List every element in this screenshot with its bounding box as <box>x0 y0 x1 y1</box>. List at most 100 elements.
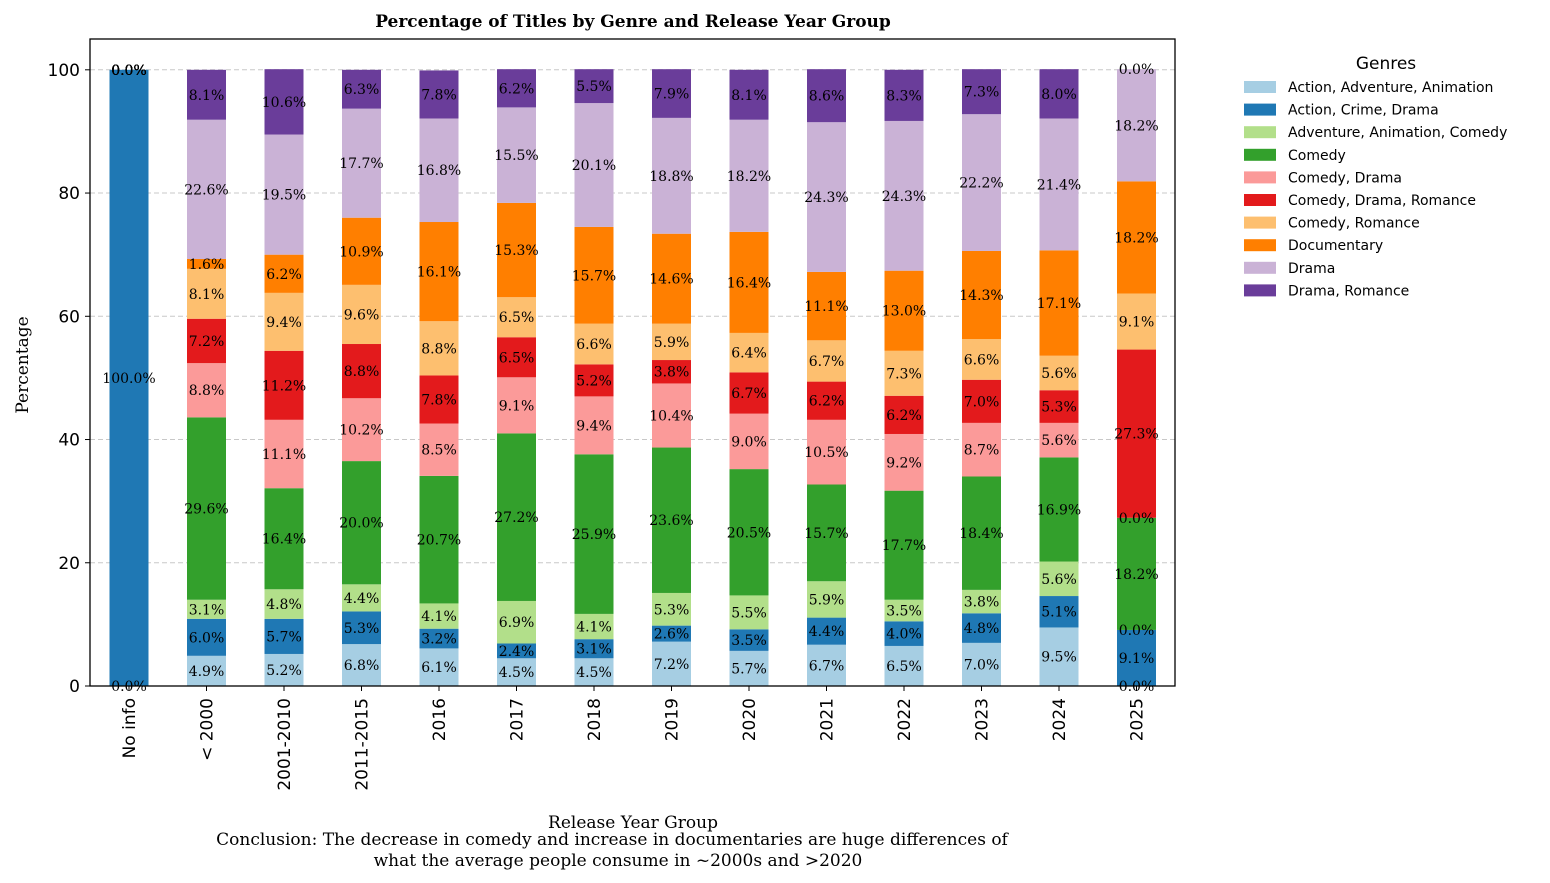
bar-value-label: 3.1% <box>576 642 612 658</box>
bar-segment <box>884 120 924 271</box>
bar-value-label: 4.1% <box>576 620 612 636</box>
bar-value-label: 16.4% <box>262 532 306 548</box>
bar-value-label: 8.1% <box>731 88 767 104</box>
bar-value-label: 4.5% <box>499 665 535 681</box>
bar-value-label: 13.0% <box>882 304 926 320</box>
bar-value-label: 0.0% <box>111 63 147 79</box>
bar-value-label: 6.5% <box>886 659 922 675</box>
bar-segment <box>342 644 381 686</box>
bar-segment <box>962 339 1001 380</box>
bar-value-label: 6.3% <box>344 82 380 98</box>
bar-value-label: 27.3% <box>1114 427 1158 443</box>
bar-segment <box>342 461 381 585</box>
chart-title: Percentage of Titles by Genre and Releas… <box>375 12 891 32</box>
bar-value-label: 9.1% <box>499 398 535 414</box>
bar-value-label: 6.2% <box>266 267 302 283</box>
bar-value-label: 20.7% <box>417 533 461 549</box>
bar-segment <box>419 603 459 629</box>
bar-segment <box>264 134 304 255</box>
bar-value-label: 18.4% <box>959 526 1003 542</box>
bar-segment <box>729 469 769 596</box>
bar-value-label: 10.4% <box>649 408 693 424</box>
bar-segment <box>497 433 536 601</box>
legend-title: Genres <box>1356 54 1416 74</box>
bar-segment <box>807 271 846 341</box>
bar-segment <box>884 490 924 600</box>
bar-value-label: 20.0% <box>339 516 383 532</box>
bar-value-label: 0.0% <box>1119 623 1155 639</box>
bar-value-label: 20.5% <box>727 525 771 541</box>
x-axis-label: Release Year Group <box>548 813 718 833</box>
bar-value-label: 4.8% <box>964 621 1000 637</box>
bar-value-label: 5.5% <box>731 605 767 621</box>
bar-value-label: 9.1% <box>1119 651 1155 667</box>
bar-segment <box>342 108 381 218</box>
legend-entry: Comedy, Drama <box>1288 170 1402 186</box>
legend-swatch <box>1244 126 1276 139</box>
bar-segment <box>419 375 459 424</box>
bar-value-label: 6.5% <box>499 350 535 366</box>
bar-value-label: 11.2% <box>262 378 306 394</box>
bar-segment <box>1117 629 1156 686</box>
bar-segment <box>962 114 1001 251</box>
bar-value-label: 21.4% <box>1037 177 1081 193</box>
bar-segment <box>574 658 614 686</box>
bar-value-label: 10.2% <box>339 423 383 439</box>
bar-segment <box>497 297 536 338</box>
x-tick-label: 2017 <box>508 698 528 741</box>
bar-segment <box>652 641 691 686</box>
bar-value-label: 5.3% <box>344 621 380 637</box>
bar-segment <box>342 398 381 462</box>
bar-value-label: 7.8% <box>421 87 457 103</box>
bar-segment <box>729 650 769 686</box>
bar-value-label: 8.8% <box>189 383 225 399</box>
bar-segment <box>1117 181 1156 294</box>
bar-segment <box>884 270 924 351</box>
bar-labels: 0.0%100.0%0.0%0.0%0.0%0.0%0.0%0.0%0.0%0.… <box>102 62 1158 695</box>
bar-value-label: 6.8% <box>344 658 380 674</box>
bar-value-label: 5.3% <box>654 602 690 618</box>
bar-segment <box>574 396 614 455</box>
bar-value-label: 20.1% <box>572 158 616 174</box>
bar-segment <box>962 476 1001 590</box>
legend-entry: Drama <box>1288 261 1335 277</box>
x-tick-label: 2001-2010 <box>275 698 295 791</box>
bar-segment <box>497 658 536 686</box>
legend-swatch <box>1244 103 1276 116</box>
bar-segment <box>497 377 536 434</box>
bar-segment <box>1039 69 1079 119</box>
bar-segment <box>264 69 304 135</box>
legend-swatch <box>1244 216 1276 229</box>
bar-segment <box>729 69 769 120</box>
bar-value-label: 8.5% <box>421 443 457 459</box>
bar-value-label: 3.8% <box>964 595 1000 611</box>
bar-value-label: 4.9% <box>189 664 225 680</box>
bar-value-label: 14.3% <box>959 288 1003 304</box>
bar-segment <box>729 332 769 373</box>
bar-segment <box>574 323 614 365</box>
bar-segment <box>652 592 691 626</box>
bar-segment <box>419 321 459 376</box>
bar-value-label: 5.6% <box>1041 572 1077 588</box>
bar-value-label: 6.6% <box>576 337 612 353</box>
bar-value-label: 7.2% <box>189 334 225 350</box>
x-tick-label: 2016 <box>430 698 450 741</box>
bar-segment <box>1117 293 1156 350</box>
bar-value-label: 16.1% <box>417 265 461 281</box>
legend-entry: Comedy, Romance <box>1288 216 1420 232</box>
bar-value-label: 18.2% <box>727 169 771 185</box>
bar-value-label: 2.6% <box>654 627 690 643</box>
bar-segment <box>1039 390 1079 423</box>
bar-value-label: 15.7% <box>572 268 616 284</box>
bar-value-label: 5.9% <box>809 592 845 608</box>
legend-entry: Adventure, Animation, Comedy <box>1288 125 1507 141</box>
bar-value-label: 8.3% <box>886 88 922 104</box>
bar-segment <box>497 337 536 378</box>
conclusion-line-1: Conclusion: The decrease in comedy and i… <box>216 830 1009 850</box>
bar-value-label: 6.2% <box>886 408 922 424</box>
bar-segment <box>264 589 304 619</box>
bar-value-label: 18.8% <box>649 169 693 185</box>
legend-entry: Comedy <box>1288 148 1346 164</box>
bar-value-label: 5.7% <box>731 661 767 677</box>
